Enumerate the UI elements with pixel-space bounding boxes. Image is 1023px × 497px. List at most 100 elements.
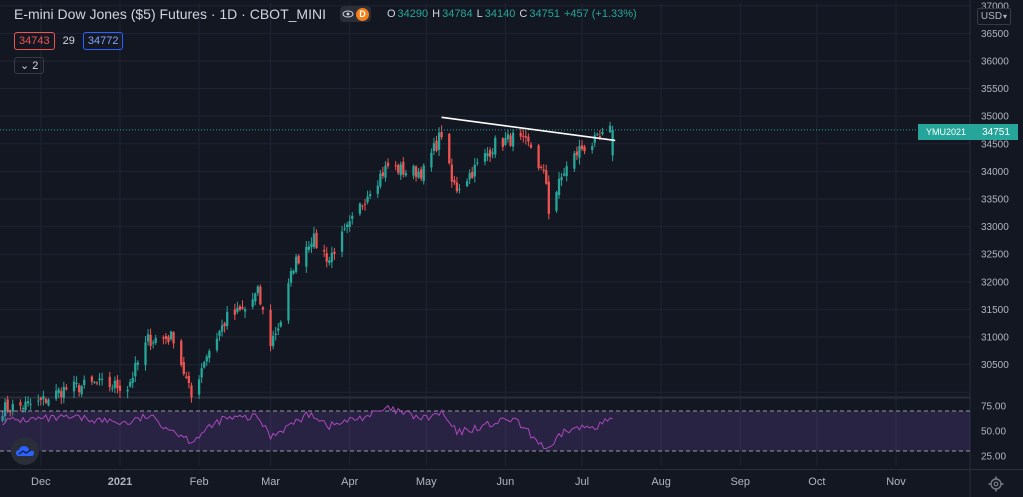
candle-body [412, 165, 415, 176]
cloud-icon [16, 446, 34, 456]
candle-body [57, 389, 60, 394]
tradingview-logo-icon[interactable] [11, 437, 39, 465]
candle-body [271, 335, 275, 347]
candle-body [77, 385, 81, 393]
currency-label: USD [980, 11, 1003, 22]
candle-body [583, 146, 586, 152]
candle-body [545, 170, 548, 184]
candle-body [435, 140, 438, 151]
eye-icon[interactable] [342, 8, 354, 20]
rsi-tick-label: 75.00 [981, 402, 1006, 413]
candle-body [330, 252, 333, 262]
candle-body [573, 153, 576, 169]
candle-body [519, 132, 522, 137]
candle-body [593, 135, 596, 143]
candle-body [491, 152, 494, 154]
candle-body [346, 224, 349, 228]
candle-body [422, 165, 425, 182]
candle-body [6, 399, 9, 412]
candle-body [287, 283, 290, 321]
candle-body [455, 182, 459, 192]
candle-body [44, 399, 48, 403]
candle-body [343, 228, 346, 230]
candle-body [108, 376, 111, 388]
candle-body [185, 376, 188, 379]
symbol-price-label: YMU2021 [918, 124, 974, 140]
y-tick-label: 34500 [981, 139, 1009, 150]
candle-body [366, 196, 369, 203]
x-tick-label: Feb [190, 476, 209, 488]
x-tick-label: Dec [31, 476, 51, 488]
candle-body [608, 125, 612, 133]
candle-body [154, 338, 157, 343]
candle-body [243, 309, 247, 312]
candle-body [555, 192, 558, 211]
candle-body [575, 151, 579, 156]
candle-body [611, 129, 614, 156]
candle-body [397, 165, 400, 173]
candle-body [152, 342, 155, 344]
candle-body [149, 334, 152, 346]
candle-body [506, 134, 510, 140]
candle-body [448, 133, 451, 164]
candle-body [37, 400, 40, 402]
candle-body [501, 138, 505, 147]
gear-icon[interactable] [987, 475, 1005, 493]
y-tick-label: 37000 [981, 1, 1009, 12]
candle-body [325, 253, 328, 262]
indicators-toggle[interactable]: ⌄ 2 [14, 57, 45, 74]
candle-body [547, 181, 550, 214]
candle-body [486, 153, 489, 157]
candle-body [292, 270, 295, 274]
x-tick-label: Nov [886, 476, 906, 488]
candle-body [476, 162, 479, 164]
candle-body [529, 144, 533, 148]
candle-body [458, 189, 461, 191]
candle-body [172, 332, 175, 344]
candle-body [144, 342, 147, 366]
candle-body [1, 415, 4, 421]
candle-body [430, 152, 433, 168]
candle-body [578, 146, 581, 158]
candle-body [187, 375, 191, 383]
candle-body [494, 137, 497, 155]
symbol-title[interactable]: E-mini Dow Jones ($5) Futures · 1D · CBO… [14, 6, 326, 22]
candle-body [42, 395, 45, 400]
candle-body [29, 403, 32, 405]
candle-body [3, 402, 7, 416]
candle-body [164, 335, 168, 339]
bid-button[interactable]: 34743 [14, 32, 55, 50]
candle-body [432, 143, 436, 152]
visibility-toggle[interactable]: D [339, 6, 371, 22]
candle-body [98, 378, 101, 381]
candle-body [9, 411, 12, 413]
candle-body [83, 379, 86, 386]
currency-selector[interactable]: USD ▾ [977, 8, 1011, 25]
candle-body [580, 145, 584, 150]
candle-body [437, 132, 441, 150]
candle-body [113, 380, 117, 388]
trendline [441, 116, 616, 142]
candle-body [368, 194, 372, 196]
candle-body [468, 173, 471, 180]
candle-body [381, 172, 385, 177]
candle-body [47, 399, 50, 406]
ask-button[interactable]: 34772 [82, 32, 124, 50]
candle-body [100, 378, 104, 380]
candle-body [363, 203, 367, 205]
candle-body [591, 146, 594, 150]
candle-body [182, 362, 185, 374]
candle-body [348, 221, 351, 227]
x-tick-label: Jul [575, 476, 589, 488]
candle-body [562, 173, 566, 176]
ohlc-value: 34140 [484, 8, 516, 20]
candle-body [203, 362, 206, 368]
candle-body [256, 286, 259, 294]
y-tick-label: 32500 [981, 250, 1009, 261]
candle-body [269, 309, 272, 347]
candle-body [465, 181, 469, 187]
last-price-tag: 34751 [974, 124, 1018, 140]
candle-body [453, 180, 456, 183]
candle-body [557, 178, 561, 196]
